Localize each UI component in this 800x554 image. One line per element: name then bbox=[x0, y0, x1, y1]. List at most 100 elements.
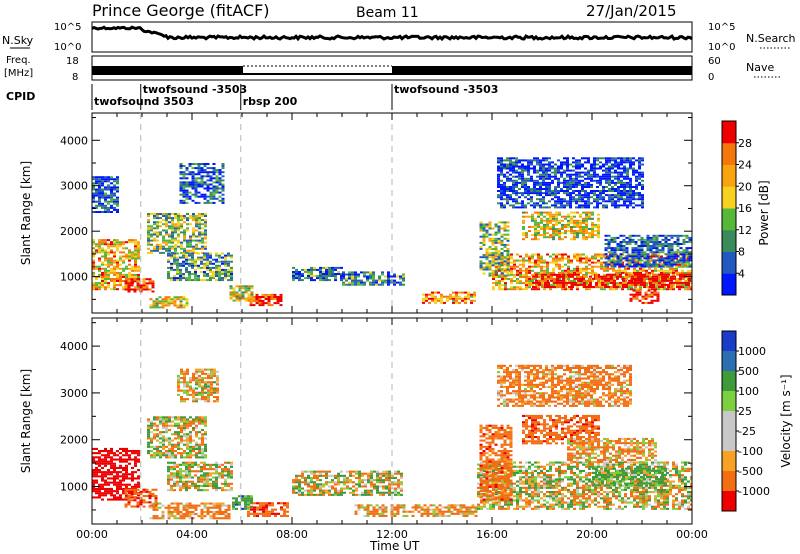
heatmap-cell bbox=[232, 299, 236, 302]
heatmap-cell bbox=[192, 429, 195, 432]
heatmap-cell bbox=[593, 171, 596, 174]
heatmap-cell bbox=[608, 171, 611, 174]
heatmap-cell bbox=[537, 261, 540, 264]
heatmap-cell bbox=[580, 279, 583, 282]
heatmap-cell bbox=[539, 198, 542, 201]
heatmap-cell bbox=[632, 171, 635, 174]
heatmap-cell bbox=[119, 456, 122, 459]
heatmap-cell bbox=[495, 267, 498, 270]
heatmap-cell bbox=[640, 263, 644, 266]
heatmap-cell bbox=[619, 253, 623, 256]
heatmap-cell bbox=[631, 241, 635, 243]
heatmap-cell bbox=[558, 211, 561, 214]
heatmap-cell bbox=[334, 275, 337, 277]
heatmap-cell bbox=[625, 249, 629, 252]
heatmap-cell bbox=[183, 424, 186, 427]
beam-title: Beam 11 bbox=[356, 5, 419, 21]
heatmap-cell bbox=[492, 276, 495, 278]
heatmap-cell bbox=[545, 175, 548, 178]
heatmap-cell bbox=[558, 265, 561, 268]
heatmap-cell bbox=[201, 437, 204, 440]
heatmap-cell bbox=[206, 201, 210, 204]
heatmap-cell bbox=[378, 279, 381, 282]
heatmap-cell bbox=[519, 273, 522, 276]
heatmap-cell bbox=[188, 517, 192, 520]
heatmap-cell bbox=[597, 228, 600, 230]
heatmap-cell bbox=[188, 273, 191, 275]
heatmap-cell bbox=[670, 279, 673, 282]
heatmap-cell bbox=[95, 466, 98, 469]
heatmap-cell bbox=[650, 299, 654, 302]
heatmap-cell bbox=[147, 433, 150, 436]
heatmap-cell bbox=[667, 261, 671, 264]
heatmap-cell bbox=[342, 273, 345, 276]
heatmap-cell bbox=[147, 213, 150, 215]
velocity-heatmap bbox=[92, 364, 692, 520]
heatmap-cell bbox=[197, 256, 200, 259]
heatmap-cell bbox=[598, 275, 601, 278]
heatmap-cell bbox=[506, 167, 509, 170]
heatmap-cell bbox=[655, 245, 659, 247]
heatmap-cell bbox=[539, 177, 542, 180]
heatmap-cell bbox=[488, 248, 492, 250]
heatmap-cell bbox=[638, 183, 641, 186]
heatmap-cell bbox=[173, 296, 177, 299]
heatmap-cell bbox=[119, 263, 122, 266]
heatmap-cell bbox=[590, 192, 593, 195]
heatmap-cell bbox=[107, 200, 110, 203]
heatmap-cell bbox=[559, 279, 562, 282]
heatmap-cell bbox=[543, 230, 546, 232]
heatmap-cell bbox=[179, 199, 183, 202]
heatmap-cell bbox=[679, 257, 683, 260]
heatmap-cell bbox=[611, 202, 614, 205]
heatmap-cell bbox=[661, 265, 665, 268]
heatmap-cell bbox=[549, 226, 552, 228]
heatmap-cell bbox=[154, 505, 158, 508]
heatmap-cell bbox=[119, 498, 122, 501]
heatmap-cell bbox=[579, 219, 582, 222]
heatmap-cell bbox=[179, 513, 183, 516]
heatmap-cell bbox=[158, 296, 162, 299]
heatmap-cell bbox=[107, 194, 110, 197]
heatmap-cell bbox=[620, 192, 623, 195]
heatmap-cell bbox=[104, 253, 107, 256]
heatmap-cell bbox=[491, 243, 495, 246]
heatmap-cell bbox=[185, 510, 189, 513]
heatmap-cell bbox=[614, 157, 617, 160]
heatmap-cell bbox=[560, 204, 563, 207]
heatmap-cell bbox=[607, 238, 611, 241]
heatmap-cell bbox=[131, 267, 134, 270]
heatmap-cell bbox=[552, 217, 555, 220]
heatmap-cell bbox=[652, 241, 656, 243]
heatmap-cell bbox=[610, 265, 614, 268]
heatmap-cell bbox=[192, 219, 195, 222]
heatmap-cell bbox=[179, 189, 183, 192]
heatmap-cell bbox=[110, 182, 113, 185]
heatmap-cell bbox=[655, 281, 658, 284]
heatmap-cell bbox=[113, 186, 116, 189]
heatmap-cell bbox=[527, 188, 530, 190]
heatmap-cell bbox=[684, 286, 687, 289]
heatmap-cell bbox=[679, 277, 682, 280]
heatmap-cell bbox=[165, 418, 168, 421]
heatmap-cell bbox=[596, 163, 599, 166]
heatmap-cell bbox=[479, 225, 483, 228]
heatmap-cell bbox=[675, 269, 678, 272]
heatmap-cell bbox=[669, 288, 672, 291]
heatmap-cell bbox=[652, 234, 656, 237]
heatmap-cell bbox=[203, 275, 206, 277]
heatmap-cell bbox=[510, 280, 513, 282]
heatmap-cell bbox=[104, 479, 107, 482]
heatmap-cell bbox=[549, 221, 552, 224]
heatmap-cell bbox=[183, 418, 186, 421]
heatmap-cell bbox=[156, 221, 159, 224]
heatmap-cell bbox=[198, 215, 201, 217]
heatmap-cell bbox=[670, 236, 674, 239]
heatmap-cell bbox=[195, 215, 198, 217]
heatmap-cell bbox=[569, 200, 572, 203]
heatmap-cell bbox=[98, 286, 101, 289]
heatmap-cell bbox=[455, 297, 458, 300]
heatmap-cell bbox=[566, 200, 569, 203]
heatmap-cell bbox=[620, 186, 623, 188]
